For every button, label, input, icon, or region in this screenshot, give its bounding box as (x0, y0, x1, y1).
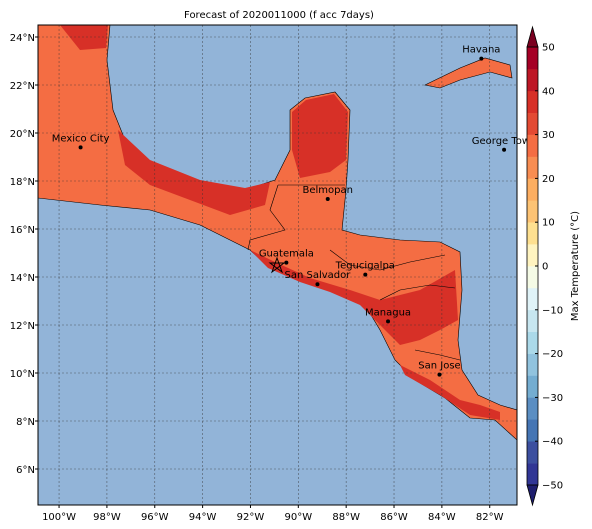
x-tick-label: 96°W (141, 512, 169, 523)
city-dot (363, 272, 368, 277)
map-title: Forecast of 2020011000 (f acc 7days) (184, 10, 374, 21)
y-tick-label: 14°N (10, 273, 35, 284)
city-dot (386, 319, 391, 324)
country-border (379, 284, 456, 301)
colorbar-band (527, 90, 538, 113)
city-label: Belmopan (303, 185, 353, 196)
colorbar-band (527, 375, 538, 398)
city-label: Guatemala (259, 249, 314, 260)
map-frame (37, 24, 518, 506)
y-tick-label: 20°N (10, 129, 35, 140)
colorbar-band (527, 287, 538, 311)
city-dot (78, 145, 83, 150)
star-marker (268, 256, 286, 274)
city-dot (315, 282, 320, 287)
colorbar-band (527, 200, 538, 223)
y-tick-label: 16°N (10, 225, 35, 236)
colorbar-label: Max Temperature (°C) (570, 211, 581, 321)
colorbar-band (527, 266, 538, 289)
y-tick-label: 12°N (10, 321, 35, 332)
x-tick-label: 86°W (380, 512, 408, 523)
colorbar-tick-label: 10 (542, 218, 555, 229)
colorbar-extend-under (526, 484, 539, 507)
colorbar: −50 −40 −30 −20 −10 0 10 20 30 40 50 (526, 25, 563, 507)
country-border (247, 184, 286, 251)
colorbar-band (527, 178, 538, 201)
colorbar-extend-over (526, 25, 539, 48)
y-tick-label: 24°N (10, 33, 35, 44)
x-tick-label: 98°W (93, 512, 121, 523)
colorbar-tick-label: −50 (542, 481, 563, 492)
colorbar-tick-label: 0 (542, 262, 548, 273)
colorbar-band (527, 397, 538, 420)
colorbar-band (527, 353, 538, 376)
x-tick-label: 88°W (332, 512, 360, 523)
axes: 100°W 98°W 96°W 94°W 92°W 90°W 88°W 86°W 84°W 82°… (10, 33, 504, 523)
y-tick-label: 18°N (10, 177, 35, 188)
city-dot (479, 56, 484, 61)
colorbar-tick-label: −10 (542, 305, 563, 316)
city-dot (325, 197, 330, 201)
colorbar-band (527, 134, 538, 157)
y-tick-label: 8°N (16, 417, 35, 428)
colorbar-band (527, 463, 538, 486)
x-tick-label: 100°W (42, 512, 76, 523)
colorbar-band (527, 47, 538, 70)
city-label: Tegucigalpa (335, 261, 395, 272)
city-label: George Town (472, 136, 537, 147)
colorbar-tick-label: −30 (542, 393, 563, 404)
cities (78, 56, 507, 377)
colorbar-band (527, 419, 538, 442)
city-dot (502, 147, 507, 152)
colorbar-band (527, 331, 538, 354)
city-dot (284, 260, 289, 265)
colorbar-band (527, 222, 538, 245)
country-border (414, 349, 461, 361)
hot-region (60, 25, 108, 50)
land (424, 57, 513, 89)
y-tick-label: 10°N (10, 369, 35, 380)
colorbar-band (527, 309, 538, 332)
hot-region (292, 94, 348, 178)
colorbar-tick-label: −40 (542, 437, 563, 448)
colorbar-tick-label: 20 (542, 174, 555, 185)
city-label: San Jose (418, 361, 460, 372)
city-labels: Havana Mexico City George Town Belmopan Guat… (52, 45, 537, 372)
grid (38, 25, 517, 505)
y-tick-label: 6°N (16, 465, 35, 476)
city-label: Mexico City (52, 133, 110, 144)
x-tick-label: 92°W (237, 512, 265, 523)
city-label: San Salvador (285, 270, 352, 281)
x-tick-label: 84°W (428, 512, 456, 523)
city-label: Havana (462, 45, 500, 56)
city-label: Managua (365, 307, 411, 318)
city-dot (437, 372, 442, 377)
colorbar-band (527, 441, 538, 464)
colorbar-band (527, 112, 538, 135)
colorbar-band (527, 156, 538, 179)
colorbar-band (527, 68, 538, 92)
map-area (38, 25, 517, 505)
colorbar-tick-label: 50 (542, 43, 555, 54)
hot-region (400, 365, 500, 420)
colorbar-tick-label: −20 (542, 349, 563, 360)
colorbar-tick-label: 40 (542, 86, 555, 97)
x-tick-label: 82°W (476, 512, 504, 523)
colorbar-band (527, 244, 538, 267)
hot-region (118, 130, 270, 215)
x-tick-label: 94°W (189, 512, 217, 523)
y-tick-label: 22°N (10, 81, 35, 92)
hot-region (250, 250, 458, 345)
x-tick-label: 90°W (285, 512, 313, 523)
colorbar-tick-label: 30 (542, 130, 555, 141)
country-border (329, 249, 446, 271)
